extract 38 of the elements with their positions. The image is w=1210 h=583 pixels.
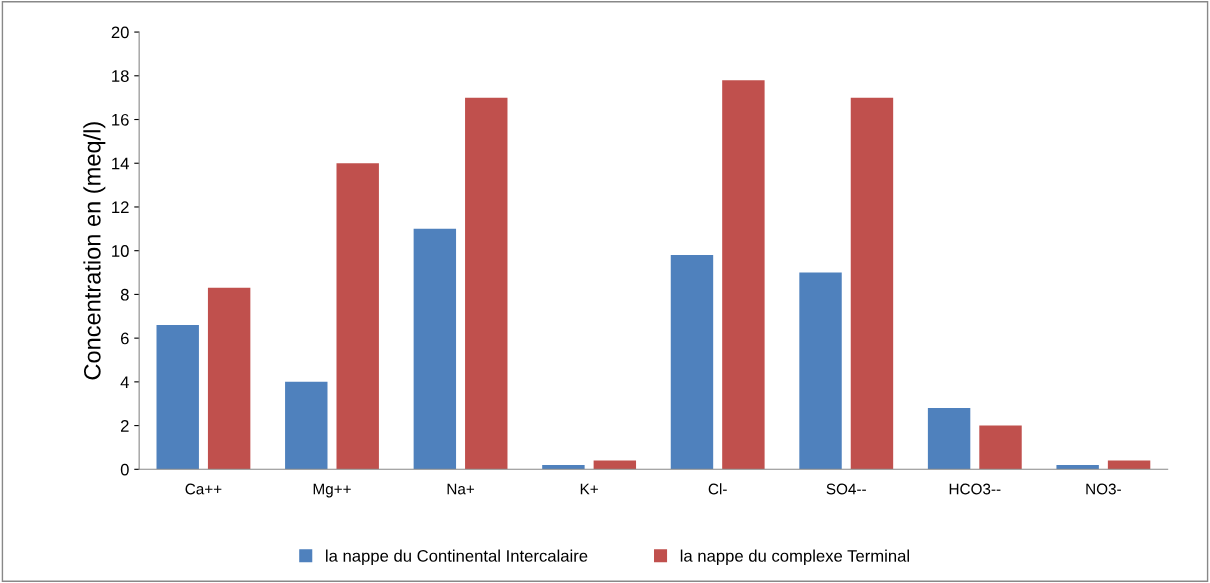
bar — [850, 97, 894, 470]
y-tick-label: 10 — [112, 245, 129, 257]
bar — [413, 228, 457, 470]
x-tick-label: Ca++ — [185, 483, 222, 495]
y-tick-label: 20 — [111, 26, 129, 39]
legend-label: la nappe du complexe Terminal — [680, 549, 909, 566]
bar — [927, 408, 971, 470]
bar — [465, 97, 508, 470]
bar — [207, 287, 251, 470]
bar — [336, 163, 379, 470]
x-tick-label: Mg++ — [313, 483, 351, 498]
bar — [593, 460, 637, 470]
y-tick-label: 14 — [112, 157, 129, 170]
bar — [799, 272, 842, 470]
x-tick-label: HCO3-- — [949, 483, 1001, 495]
x-tick-label: Cl- — [708, 483, 727, 495]
y-tick-label: 0 — [120, 463, 129, 476]
bar — [285, 381, 328, 470]
y-tick-label: 6 — [121, 332, 129, 345]
x-tick-label: NO3- — [1086, 483, 1121, 495]
y-tick-label: 2 — [121, 419, 129, 432]
x-tick-label: K+ — [580, 483, 598, 495]
bar — [156, 325, 199, 470]
bar — [722, 80, 765, 470]
bar — [1107, 460, 1151, 470]
bar — [1056, 464, 1099, 470]
legend-label: la nappe du Continental Intercalaire — [326, 549, 588, 566]
y-tick-label: 12 — [112, 201, 129, 213]
y-tick-label: 16 — [112, 113, 129, 126]
x-tick-label: Na+ — [447, 483, 475, 495]
bar — [542, 464, 585, 470]
x-tick-label: SO4-- — [826, 483, 866, 495]
y-axis-title: Concentration en (meq/l) — [83, 122, 106, 380]
bar — [979, 425, 1022, 470]
y-tick-label: 8 — [120, 288, 129, 301]
y-tick-label: 4 — [120, 376, 129, 388]
bar — [670, 255, 714, 470]
y-tick-label: 18 — [112, 70, 129, 82]
